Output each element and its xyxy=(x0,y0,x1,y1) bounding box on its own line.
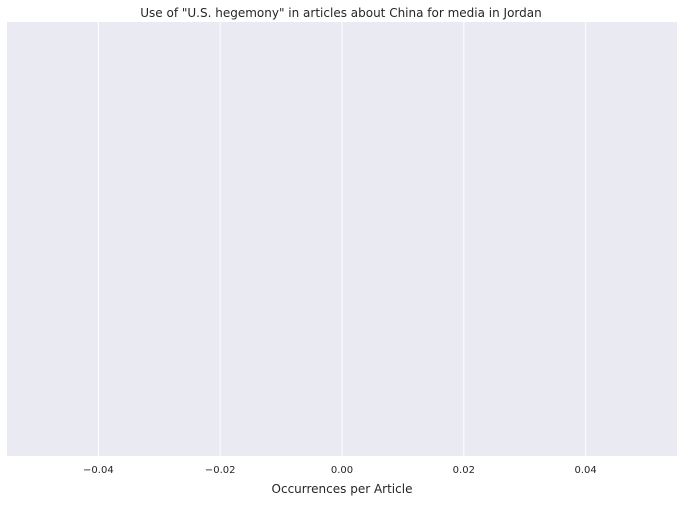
gridlines xyxy=(97,22,587,456)
x-tick-label: −0.04 xyxy=(83,465,114,476)
chart-title: Use of "U.S. hegemony" in articles about… xyxy=(140,6,541,20)
x-axis-ticks: −0.04 −0.02 0.00 0.02 0.04 xyxy=(83,465,597,476)
x-tick-label: 0.04 xyxy=(575,465,597,476)
x-tick-label: 0.00 xyxy=(331,465,353,476)
x-tick-label: 0.02 xyxy=(453,465,475,476)
x-tick-label: −0.02 xyxy=(205,465,236,476)
x-axis-label: Occurrences per Article xyxy=(272,482,413,496)
